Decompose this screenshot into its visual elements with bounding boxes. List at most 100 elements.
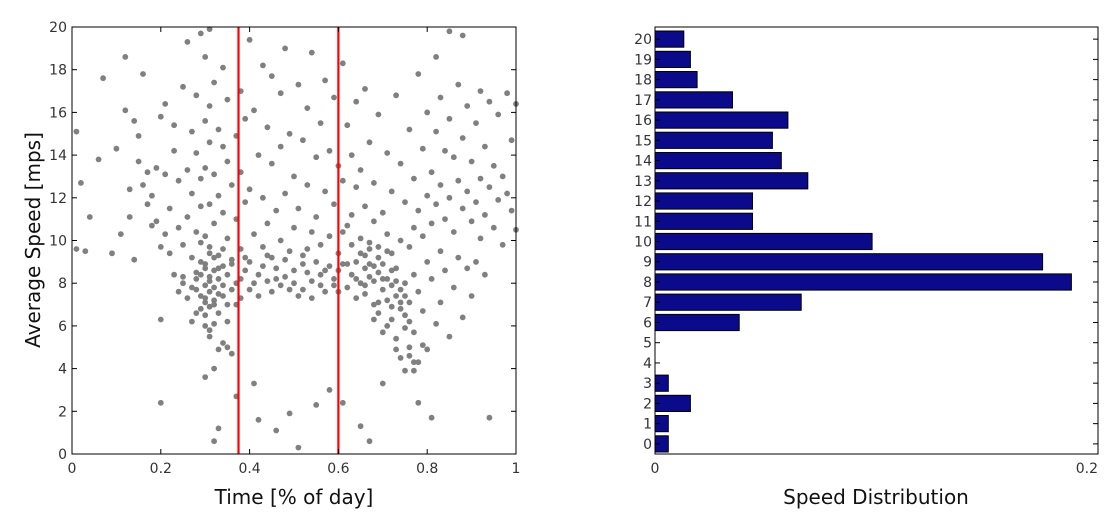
scatter-point xyxy=(264,252,271,259)
scatter-point xyxy=(424,109,431,116)
scatter-point xyxy=(415,71,422,77)
scatter-point xyxy=(464,265,471,272)
scatter-point xyxy=(246,36,253,43)
scatter-point xyxy=(220,293,226,299)
scatter-point xyxy=(419,308,426,314)
scatter-point xyxy=(393,335,399,342)
scatter-point xyxy=(224,235,231,242)
bar-category-label: 16 xyxy=(634,113,652,129)
scatter-point xyxy=(295,293,302,299)
scatter-point xyxy=(450,154,457,161)
scatter-point xyxy=(446,28,453,35)
scatter-point xyxy=(375,254,382,261)
scatter-point xyxy=(144,201,151,208)
scatter-point xyxy=(415,288,422,295)
scatter-point xyxy=(126,214,133,220)
scatter-point xyxy=(215,265,222,272)
scatter-point xyxy=(428,276,435,282)
scatter-point xyxy=(357,280,364,287)
scatter-point xyxy=(202,299,209,306)
scatter-point xyxy=(282,45,288,52)
bar-series xyxy=(654,30,1072,453)
scatter-point xyxy=(273,427,280,434)
scatter-point xyxy=(379,276,386,282)
bar-category-label: 10 xyxy=(634,235,652,251)
scatter-point xyxy=(459,314,466,321)
scatter-point xyxy=(371,263,377,269)
scatter-point xyxy=(366,239,373,246)
scatter-point xyxy=(153,165,160,171)
y-tick-label: 20 xyxy=(49,20,67,36)
y-tick-label: 8 xyxy=(58,276,67,292)
scatter-point xyxy=(184,295,191,301)
x-tick-label: 0.4 xyxy=(238,461,260,477)
scatter-point xyxy=(379,209,386,216)
scatter-point xyxy=(180,280,186,287)
scatter-point xyxy=(326,263,333,269)
scatter-point xyxy=(211,297,218,304)
scatter-point xyxy=(402,325,408,331)
scatter-point xyxy=(189,284,195,291)
distribution-bar xyxy=(654,192,753,210)
y-tick-label: 0 xyxy=(58,447,67,463)
scatter-point xyxy=(224,96,231,103)
scatter-point xyxy=(406,318,413,325)
bar-category-label: 4 xyxy=(643,356,652,372)
scatter-point xyxy=(171,271,178,278)
scatter-point xyxy=(326,233,333,240)
scatter-point xyxy=(477,235,484,242)
scatter-point xyxy=(206,103,213,109)
scatter-y-axis-label: Average Speed [mps] xyxy=(21,132,45,348)
scatter-point xyxy=(180,273,186,280)
scatter-point xyxy=(251,280,257,287)
scatter-point xyxy=(206,327,213,334)
scatter-point xyxy=(313,214,320,220)
distribution-bar xyxy=(654,111,789,129)
scatter-point xyxy=(300,286,306,293)
scatter-point xyxy=(255,152,262,159)
scatter-point xyxy=(268,73,275,79)
scatter-point xyxy=(215,310,222,316)
scatter-point xyxy=(215,425,222,432)
scatter-point xyxy=(393,346,399,353)
scatter-point xyxy=(197,175,204,182)
scatter-point xyxy=(388,250,395,257)
scatter-point xyxy=(224,318,231,325)
scatter-point xyxy=(446,333,453,340)
scatter-point xyxy=(415,207,422,214)
scatter-point xyxy=(224,158,231,165)
scatter-point xyxy=(411,271,417,278)
vertical-markers xyxy=(237,27,340,454)
scatter-point xyxy=(504,190,510,197)
scatter-point xyxy=(433,128,439,135)
scatter-point xyxy=(313,259,320,265)
x-tick-label: 1 xyxy=(512,461,521,477)
scatter-point xyxy=(450,284,457,291)
bar-category-label: 12 xyxy=(634,194,652,210)
scatter-point xyxy=(193,229,200,235)
bar-category-label: 20 xyxy=(634,32,652,48)
scatter-point xyxy=(455,177,462,184)
scatter-point xyxy=(446,115,453,122)
bar-category-label: 1 xyxy=(643,417,652,433)
scatter-point xyxy=(246,286,253,293)
scatter-point xyxy=(331,282,337,289)
scatter-point xyxy=(220,143,226,150)
scatter-x-axis-label: Time [% of day] xyxy=(214,485,374,509)
scatter-point xyxy=(268,160,275,167)
scatter-point xyxy=(202,233,209,240)
scatter-point xyxy=(322,77,328,84)
scatter-point xyxy=(322,188,328,195)
scatter-point xyxy=(202,118,209,124)
scatter-point xyxy=(206,278,213,284)
bar-category-label: 13 xyxy=(634,174,652,190)
scatter-point xyxy=(286,130,293,137)
scatter-point xyxy=(357,235,364,242)
scatter-point xyxy=(406,126,413,133)
scatter-point xyxy=(220,263,226,269)
scatter-point xyxy=(189,190,195,197)
bar-category-label: 9 xyxy=(643,255,652,271)
scatter-point xyxy=(184,39,191,45)
x-tick-label: 0.2 xyxy=(150,461,172,477)
